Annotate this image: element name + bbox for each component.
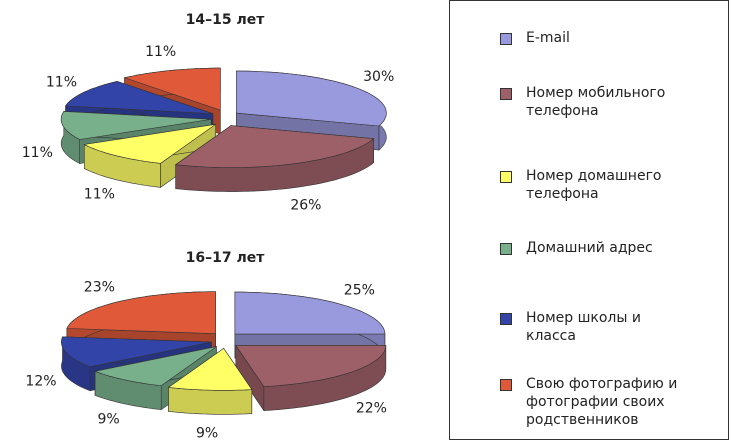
data-label: 11% [84, 187, 115, 203]
data-label: 26% [290, 197, 321, 213]
data-label: 11% [46, 74, 77, 90]
slice [174, 125, 375, 192]
data-label: 11% [22, 145, 53, 161]
slice-top [123, 67, 221, 111]
legend-label: E-mail [526, 30, 570, 46]
slice [235, 344, 387, 412]
data-label: 9% [97, 411, 119, 427]
legend-item: Домашний адрес [500, 239, 691, 257]
legend-item: Номер мобильного телефона [500, 84, 691, 120]
slice-top [66, 291, 216, 335]
legend-swatch [500, 313, 512, 325]
legend-item: E-mail [500, 29, 691, 47]
slice-top [83, 124, 216, 164]
legend-swatch [500, 379, 512, 391]
slice [83, 123, 216, 188]
legend-swatch [500, 243, 512, 255]
chart-title: 16–17 лет [186, 250, 266, 266]
slice-top [236, 70, 387, 127]
legend-item: Номер домашнего телефона [500, 167, 691, 203]
slice-top [174, 125, 375, 168]
legend-swatch [500, 33, 512, 45]
slice-top [234, 291, 386, 335]
slice-side [168, 387, 253, 415]
data-label: 12% [25, 373, 56, 389]
slice [167, 347, 253, 415]
chart-title: 14–15 лет [186, 12, 266, 28]
charts: 14–15 лет 30% 26% 11% 11% 11% 11% 16–17 лет 25% 2… [22, 12, 394, 442]
slice-top [60, 111, 212, 140]
legend-label: Номер домашнего телефона [526, 168, 662, 202]
slice [236, 70, 387, 151]
legend-label: Свою фотографию и фотографии своих родст… [526, 376, 678, 428]
data-label: 9% [196, 426, 218, 442]
data-label: 23% [84, 279, 115, 295]
legend-item: Номер школы и класса [500, 309, 691, 345]
slice-top [61, 336, 212, 368]
slice-top [65, 81, 213, 114]
data-label: 11% [145, 44, 176, 60]
legend-label: Номер мобильного телефона [526, 85, 666, 119]
slice-top [94, 346, 217, 387]
slice-top [235, 345, 387, 387]
legend-swatch [500, 171, 512, 183]
legend-label: Номер школы и класса [526, 310, 641, 344]
data-label: 30% [363, 69, 394, 85]
legend-swatch [500, 88, 512, 100]
data-label: 22% [356, 401, 387, 417]
slice-top [167, 347, 253, 391]
legend: E-mail Номер мобильного телефона Номер дом… [449, 0, 729, 440]
legend-label: Домашний адрес [526, 240, 653, 256]
data-label: 25% [344, 283, 375, 299]
legend-item: Свою фотографию и фотографии своих родст… [500, 375, 691, 429]
